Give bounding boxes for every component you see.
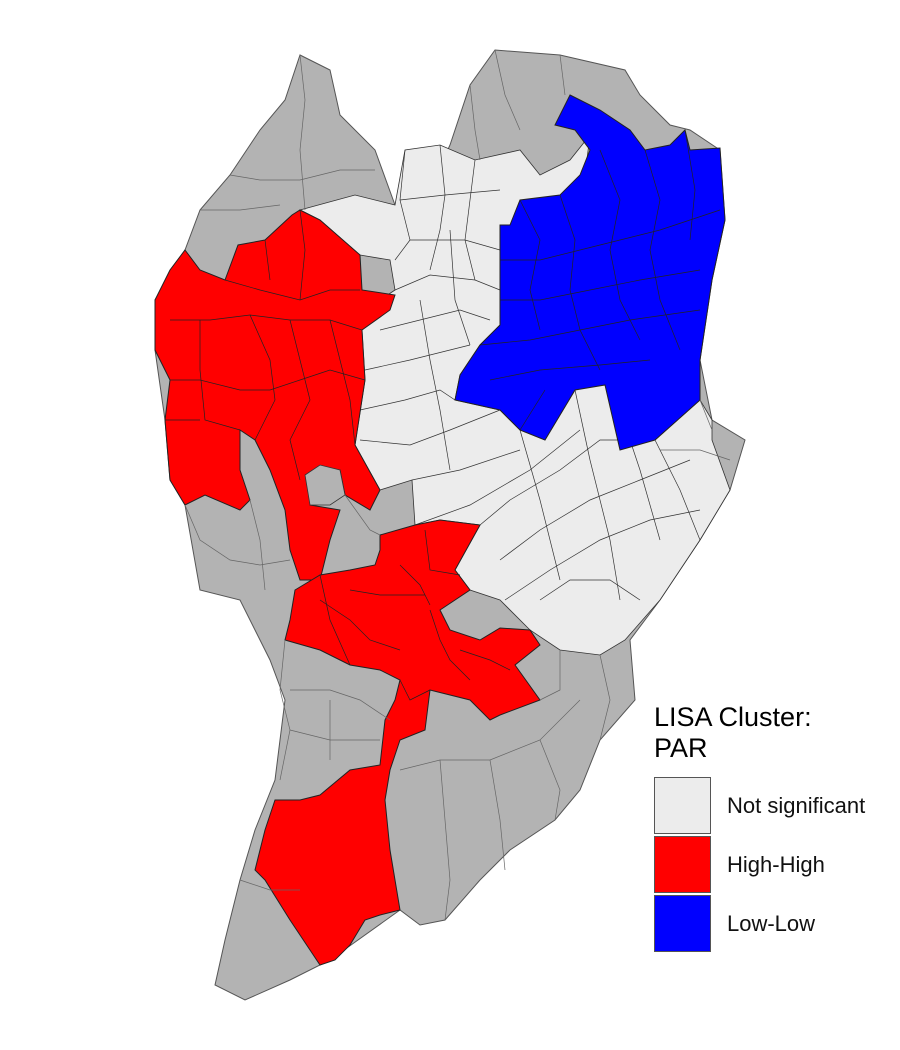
legend-item-high-high: High-High	[654, 836, 894, 895]
legend: LISA Cluster: PAR Not significant High-H…	[654, 702, 894, 954]
legend-swatch-low-low	[654, 895, 711, 952]
legend-swatch-high-high	[654, 836, 711, 893]
not-significant-subdivisions	[359, 144, 701, 601]
legend-title-line2: PAR	[654, 733, 708, 763]
legend-title-line1: LISA Cluster:	[654, 702, 812, 732]
legend-item-not-significant: Not significant	[654, 777, 894, 836]
region-gray-inlet	[304, 464, 346, 506]
legend-label-low-low: Low-Low	[727, 911, 816, 936]
gray-subdivisions	[184, 49, 731, 921]
legend-item-low-low: Low-Low	[654, 895, 894, 954]
region-high-high-west	[154, 209, 396, 581]
legend-swatch-not-significant	[654, 777, 711, 834]
low-low-subdivisions	[479, 129, 721, 431]
region-high-high-south	[254, 519, 541, 966]
region-low-low	[454, 94, 726, 451]
high-high-south-subdivisions	[319, 529, 511, 701]
legend-label-high-high: High-High	[727, 852, 825, 877]
high-high-west-subdivisions	[165, 209, 366, 481]
legend-title: LISA Cluster: PAR	[654, 702, 894, 764]
legend-label-not-significant: Not significant	[727, 793, 866, 818]
